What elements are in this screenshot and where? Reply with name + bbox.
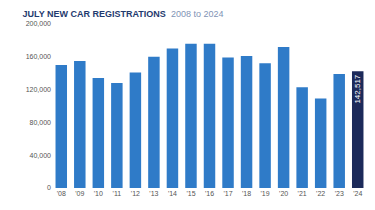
svg-text:'12: '12: [131, 190, 140, 197]
svg-text:'18: '18: [242, 190, 251, 197]
svg-text:160,000: 160,000: [26, 53, 51, 60]
svg-text:'10: '10: [94, 190, 103, 197]
svg-text:142,517: 142,517: [353, 74, 362, 103]
svg-text:0: 0: [47, 184, 51, 191]
svg-text:80,000: 80,000: [30, 119, 52, 126]
svg-text:'23: '23: [335, 190, 344, 197]
svg-text:'19: '19: [261, 190, 270, 197]
svg-text:'16: '16: [205, 190, 214, 197]
svg-text:200,000: 200,000: [26, 20, 51, 27]
svg-text:'14: '14: [168, 190, 177, 197]
svg-text:'20: '20: [279, 190, 288, 197]
svg-text:'11: '11: [113, 190, 122, 197]
svg-text:'09: '09: [75, 190, 84, 197]
svg-text:'13: '13: [149, 190, 158, 197]
svg-text:'15: '15: [186, 190, 195, 197]
svg-text:'17: '17: [223, 190, 232, 197]
svg-text:'08: '08: [57, 190, 66, 197]
svg-text:'24: '24: [353, 190, 362, 197]
svg-text:40,000: 40,000: [30, 152, 52, 159]
svg-text:120,000: 120,000: [26, 86, 51, 93]
svg-text:'22: '22: [316, 190, 325, 197]
svg-text:JULY NEW CAR REGISTRATIONS 20: JULY NEW CAR REGISTRATIONS 2008 to 2024: [23, 9, 224, 19]
svg-text:'21: '21: [298, 190, 307, 197]
